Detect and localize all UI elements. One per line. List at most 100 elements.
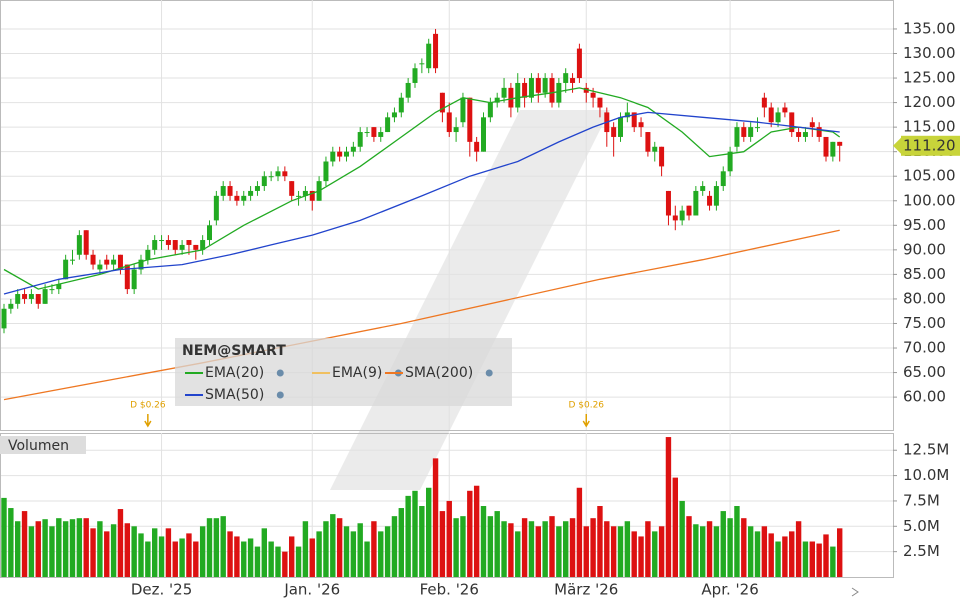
legend-settings[interactable] <box>276 369 284 377</box>
candle-body <box>90 254 96 265</box>
volume-bar <box>8 508 14 577</box>
volume-bar <box>42 519 48 577</box>
volume-bar <box>706 521 713 577</box>
volume-bar <box>645 521 651 577</box>
volume-bar <box>302 521 309 577</box>
volume-bar <box>186 533 192 577</box>
volume-bar <box>330 514 336 577</box>
legend-settings[interactable] <box>485 369 493 377</box>
volume-bar <box>179 538 185 577</box>
volume-bar <box>28 526 35 577</box>
candle-body <box>350 146 356 152</box>
legend-settings[interactable] <box>276 391 284 399</box>
candle-body <box>49 289 55 291</box>
candle-body <box>830 141 836 157</box>
candle-body <box>385 117 391 133</box>
y-tick-label: 125.00 <box>903 69 956 87</box>
volume-bar <box>795 521 802 577</box>
candle-body <box>809 122 815 128</box>
candle-body <box>755 127 760 129</box>
volume-bar <box>631 531 637 577</box>
y2-tick-label: 10.0M <box>903 466 949 484</box>
volume-bar <box>83 518 89 577</box>
legend-label: EMA(9) <box>332 365 382 381</box>
candle-body <box>378 132 384 137</box>
volume-bar <box>419 506 425 577</box>
panel-title: Volumen <box>8 438 69 454</box>
candle-body <box>364 132 370 134</box>
legend-label: SMA(50) <box>205 387 264 403</box>
candle-body <box>1 308 7 329</box>
candle-body <box>275 171 281 177</box>
candle-body <box>248 190 254 196</box>
y2-tick-label: 12.5M <box>903 441 949 459</box>
y-tick-label: 95.00 <box>903 216 946 234</box>
last-price-pointer <box>893 137 901 154</box>
volume-bar <box>152 528 158 577</box>
candle-body <box>213 195 219 221</box>
candle-body <box>35 294 41 304</box>
candle-body <box>165 240 171 245</box>
volume-bar <box>398 508 404 577</box>
candle-body <box>124 264 130 290</box>
candle-body <box>412 68 418 83</box>
volume-bar <box>254 546 261 577</box>
volume-bar <box>104 531 110 577</box>
volume-bar <box>775 541 781 577</box>
candle-body <box>686 205 692 216</box>
volume-bar <box>665 437 672 577</box>
candle-body <box>570 78 576 83</box>
y-tick-label: 75.00 <box>903 314 946 332</box>
volume-bar <box>172 541 178 577</box>
volume-bar <box>131 526 137 577</box>
y-tick-label: 70.00 <box>903 339 946 357</box>
volume-bar <box>90 528 96 577</box>
volume-panel <box>0 433 894 578</box>
candle-body <box>748 127 754 137</box>
volume-bar <box>295 546 302 577</box>
scroll-arrow[interactable] <box>851 587 859 597</box>
volume-bar <box>830 546 836 577</box>
candle-body <box>8 303 14 309</box>
legend-box <box>175 338 512 406</box>
candle-body <box>357 132 363 147</box>
candle-body <box>501 87 507 98</box>
volume-bar <box>583 526 589 577</box>
volume-bar <box>1 497 7 577</box>
volume-bar <box>199 526 206 577</box>
volume-bar <box>21 511 28 577</box>
volume-bar <box>165 528 172 577</box>
candle-body <box>97 264 103 270</box>
volume-bar <box>802 541 809 577</box>
volume-bar <box>384 526 391 577</box>
volume-bar <box>124 523 130 577</box>
volume-bar <box>227 531 233 577</box>
dividend-label: D $0.26 <box>130 401 166 411</box>
panel-title-box <box>0 436 86 454</box>
volume-bar <box>508 523 514 577</box>
candle-body <box>802 132 808 137</box>
volume-bar <box>323 521 329 577</box>
candle-body <box>474 141 480 152</box>
candle-body <box>111 259 117 265</box>
volume-bar <box>357 523 363 577</box>
volume-bar <box>412 490 418 577</box>
candle-body <box>193 244 199 250</box>
candle-body <box>761 97 767 108</box>
candle-body <box>679 210 685 221</box>
last-price-box <box>901 135 960 156</box>
candle-body <box>768 107 774 123</box>
candle-body <box>611 127 617 137</box>
volume-bar <box>268 541 274 577</box>
volume-bar <box>700 526 706 577</box>
candle-body <box>296 195 302 197</box>
volume-bar <box>734 506 740 577</box>
candle-body <box>261 176 267 187</box>
candle-body <box>104 259 110 265</box>
candle-body <box>227 186 233 196</box>
y-tick-label: 90.00 <box>903 240 946 258</box>
candle-body <box>672 215 678 221</box>
last-price-label: 111.20 <box>903 136 956 154</box>
volume-bar <box>247 538 254 577</box>
volume-bar <box>241 541 247 577</box>
